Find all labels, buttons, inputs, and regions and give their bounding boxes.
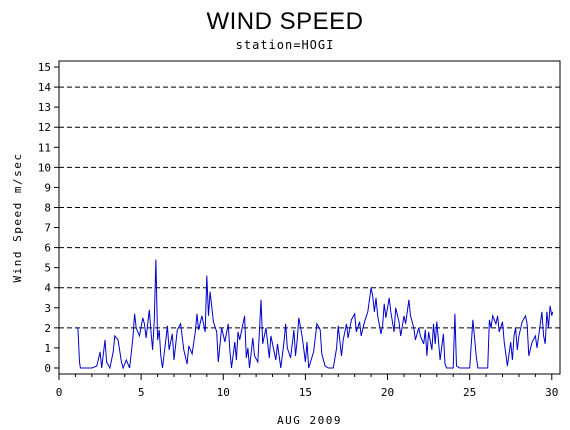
y-tick-label: 3	[44, 302, 51, 315]
y-tick-label: 2	[44, 322, 51, 335]
x-tick-label: 10	[217, 386, 230, 399]
chart-subtitle: station=HOGI	[235, 38, 335, 52]
x-tick-label: 5	[138, 386, 145, 399]
y-tick-label: 10	[38, 161, 51, 174]
gridlines	[59, 86, 560, 329]
y-tick-label: 15	[38, 61, 51, 74]
y-tick-label: 9	[44, 181, 51, 194]
y-tick-label: 8	[44, 201, 51, 214]
series-line	[75, 259, 554, 370]
y-tick-label: 7	[44, 222, 51, 235]
y-tick-label: 6	[44, 242, 51, 255]
x-tick-label: 0	[56, 386, 63, 399]
y-tick-label: 14	[38, 81, 52, 94]
y-tick-label: 11	[38, 141, 51, 154]
series-layer	[75, 259, 554, 370]
x-axis-label: AUG 2009	[277, 414, 342, 427]
y-axis-label: Wind Speed m/sec	[11, 153, 24, 283]
x-tick-label: 30	[545, 386, 558, 399]
x-tick-label: 20	[381, 386, 394, 399]
y-tick-label: 12	[38, 121, 51, 134]
y-tick-label: 1	[44, 342, 51, 355]
plot-frame	[58, 60, 561, 375]
y-tick-label: 5	[44, 262, 51, 275]
x-tick-label: 15	[299, 386, 312, 399]
x-tick-label: 25	[463, 386, 476, 399]
x-axis: 0 5 10 15 20 25 30	[56, 374, 558, 399]
y-tick-label: 13	[38, 101, 51, 114]
y-tick-label: 0	[44, 362, 51, 375]
y-tick-label: 4	[44, 282, 51, 295]
chart-title: WIND SPEED	[206, 8, 364, 35]
